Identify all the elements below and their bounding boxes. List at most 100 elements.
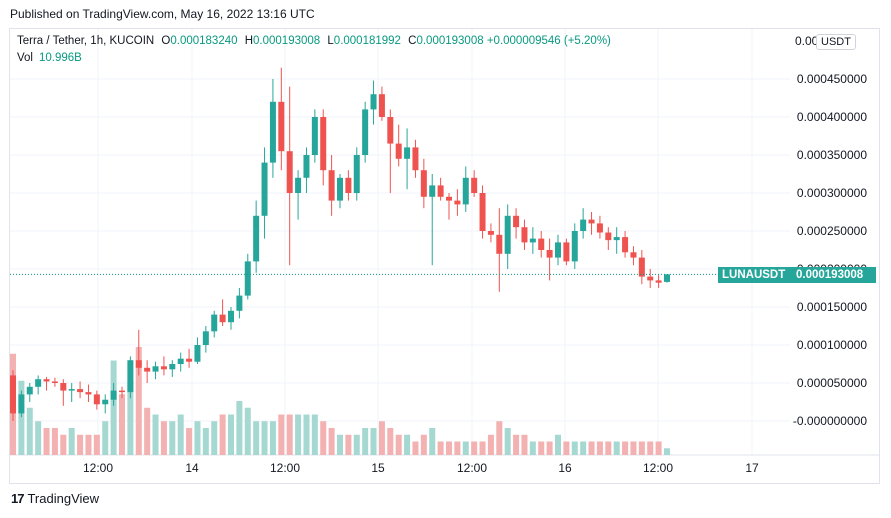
y-tick-label: 0.000400000 bbox=[797, 110, 867, 124]
volume-bar bbox=[638, 441, 645, 455]
candle-body bbox=[605, 232, 612, 241]
candle-body bbox=[311, 117, 318, 155]
volume-bar bbox=[160, 421, 167, 455]
volume-bar bbox=[630, 441, 637, 455]
candle-body bbox=[395, 143, 402, 159]
candle-body bbox=[496, 234, 503, 254]
candle-body bbox=[387, 117, 394, 144]
volume-bar bbox=[454, 441, 461, 455]
candle-body bbox=[51, 381, 58, 383]
volume-bar bbox=[261, 421, 268, 455]
candle-body bbox=[412, 147, 419, 171]
candle-body bbox=[119, 390, 125, 393]
volume-bar bbox=[236, 401, 243, 455]
open-value: 0.000183240 bbox=[170, 35, 238, 47]
candle-body bbox=[110, 390, 117, 400]
volume-bar bbox=[51, 428, 58, 455]
candle-body bbox=[353, 155, 360, 193]
volume-bar bbox=[77, 434, 84, 455]
candle-body bbox=[219, 314, 226, 323]
candle-body bbox=[664, 274, 670, 282]
volume-bar bbox=[664, 448, 670, 455]
candle-body bbox=[35, 379, 42, 387]
volume-bar bbox=[504, 428, 511, 455]
x-tick-label: 15 bbox=[371, 461, 385, 475]
candle-body bbox=[529, 238, 536, 243]
candle-body bbox=[655, 280, 662, 283]
volume-bar bbox=[194, 421, 201, 455]
candle-body bbox=[228, 310, 234, 323]
x-tick-label: 12:00 bbox=[457, 461, 487, 475]
candle-body bbox=[160, 366, 167, 370]
volume-bar bbox=[370, 428, 377, 455]
candle-body bbox=[43, 379, 50, 382]
candle-body bbox=[345, 177, 352, 193]
candle-body bbox=[370, 94, 377, 110]
volume-bar bbox=[555, 434, 561, 455]
y-tick-label: 0.000450000 bbox=[797, 72, 867, 86]
open-label: O bbox=[161, 35, 171, 47]
volume-bar bbox=[446, 441, 452, 455]
volume-bar bbox=[571, 441, 578, 455]
candle-body bbox=[93, 394, 100, 405]
y-tick-label: 0.000150000 bbox=[797, 300, 867, 314]
candle-body bbox=[580, 219, 587, 231]
currency-unit-button[interactable]: USDT bbox=[816, 34, 856, 50]
candle-body bbox=[596, 223, 603, 233]
volume-bar bbox=[420, 434, 427, 455]
volume-bar bbox=[521, 434, 528, 455]
volume-bar bbox=[320, 421, 327, 455]
volume-bar bbox=[253, 421, 260, 455]
volume-label: Vol bbox=[17, 52, 33, 64]
volume-bar bbox=[328, 428, 335, 455]
volume-bar bbox=[135, 347, 142, 455]
candle-body bbox=[462, 177, 469, 205]
tradingview-footer[interactable]: 17 TradingView bbox=[11, 491, 99, 506]
candle-body bbox=[563, 242, 570, 262]
volume-bar bbox=[412, 441, 419, 455]
volume-bar bbox=[219, 414, 226, 455]
volume-bar bbox=[437, 441, 444, 455]
candle-body bbox=[269, 101, 276, 163]
high-value: 0.000193008 bbox=[253, 35, 321, 47]
volume-bar bbox=[487, 434, 494, 455]
candle-body bbox=[538, 238, 545, 250]
y-tick-label: 0.000050000 bbox=[797, 376, 867, 390]
candle-body bbox=[521, 227, 528, 243]
volume-bar bbox=[647, 441, 654, 455]
volume-bar bbox=[278, 414, 285, 455]
volume-bar bbox=[546, 441, 553, 455]
volume-bar bbox=[404, 434, 411, 455]
candle-body bbox=[286, 151, 293, 193]
candle-body bbox=[337, 177, 343, 201]
volume-bar bbox=[186, 428, 193, 455]
change-value: +0.000009546 (+5.20%) bbox=[486, 35, 611, 47]
candle-body bbox=[404, 147, 411, 159]
candle-body bbox=[85, 392, 92, 395]
y-tick-label: 0.000100000 bbox=[797, 338, 867, 352]
candle-body bbox=[613, 237, 620, 241]
volume-bar bbox=[538, 441, 545, 455]
volume-bar bbox=[93, 434, 100, 455]
candle-body bbox=[10, 375, 16, 414]
volume-bar bbox=[588, 441, 595, 455]
volume-bar bbox=[580, 441, 587, 455]
candle-body bbox=[638, 257, 645, 277]
candle-body bbox=[571, 231, 578, 262]
candle-body bbox=[378, 94, 385, 117]
candle-body bbox=[194, 345, 201, 362]
candle-body bbox=[60, 383, 67, 391]
candle-body bbox=[588, 219, 595, 224]
candle-body bbox=[177, 358, 184, 364]
volume-bar bbox=[177, 414, 184, 455]
candle-body bbox=[127, 360, 134, 393]
volume-bar bbox=[85, 434, 92, 455]
volume-bar bbox=[596, 441, 603, 455]
volume-bar bbox=[26, 407, 33, 455]
volume-bar bbox=[110, 360, 117, 455]
candle-body bbox=[253, 215, 260, 262]
volume-bar bbox=[211, 421, 218, 455]
candle-body bbox=[622, 237, 629, 253]
candle-body bbox=[169, 364, 176, 370]
